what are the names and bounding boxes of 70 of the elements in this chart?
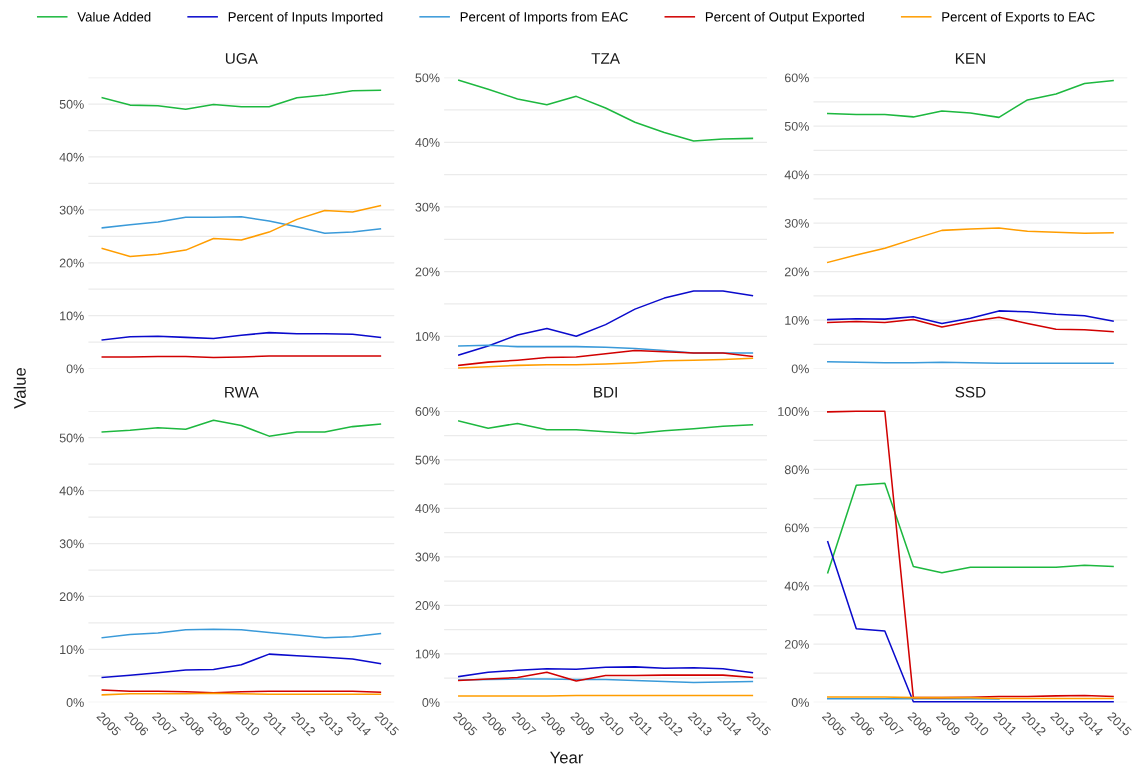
line-series [101,628,382,639]
y-tick-label: 40% [784,170,809,180]
y-tick-label: 40% [415,504,440,513]
line-series [101,215,382,234]
y-axis-title: Value [13,368,26,409]
y-tick-label: 100% [778,407,809,416]
x-axis-title: Year [550,751,584,764]
line-series [458,666,754,678]
line-series [458,420,754,435]
y-tick-label: 20% [59,258,84,268]
chart-title: TZA [591,53,620,64]
line-series [458,290,754,356]
y-tick-label: 0% [422,698,440,707]
line-series [458,79,754,142]
chart-title: SSD [955,386,986,398]
line-series [826,482,1114,574]
y-tick-label: 20% [415,601,440,610]
y-tick-label: 20% [784,639,809,649]
line-series [826,227,1114,264]
line-series [101,331,382,341]
chart-title: RWA [225,386,259,398]
y-tick-label: 30% [784,218,809,228]
y-tick-label: 60% [784,73,809,83]
y-tick-label: 50% [59,433,84,443]
y-tick-label: 0% [66,698,84,707]
y-tick-label: 30% [59,539,84,549]
chart-title: UGA [225,53,258,64]
y-tick-label: 10% [785,315,809,325]
y-tick-label: 30% [415,552,440,562]
line-series [826,540,1114,703]
y-tick-label: 50% [59,99,84,109]
y-tick-label: 40% [59,152,84,162]
line-series [101,653,382,679]
line-series [826,310,1114,325]
y-tick-label: 0% [791,698,809,707]
line-series [826,316,1114,333]
y-tick-label: 50% [415,455,440,465]
y-tick-label: 20% [415,267,440,277]
y-tick-label: 10% [60,645,84,655]
chart-title: KEN [955,53,985,64]
y-tick-label: 10% [60,311,84,321]
y-tick-label: 80% [784,465,809,475]
chart-title: BDI [594,386,617,398]
line-series [826,79,1114,119]
y-tick-label: 30% [415,202,440,212]
legend-label: Percent of Exports to EAC [942,11,1095,25]
y-tick-label: 0% [791,364,809,374]
line-series [458,671,754,682]
line-series [101,89,382,111]
y-tick-label: 0% [66,364,84,374]
y-tick-label: 40% [415,138,440,147]
legend-label: Percent of Imports from EAC [460,11,628,25]
y-tick-label: 40% [784,581,809,591]
y-tick-label: 40% [59,486,84,496]
y-tick-label: 10% [415,649,440,659]
y-tick-label: 20% [59,592,84,602]
line-series [458,357,754,369]
legend-label: Percent of Inputs Imported [228,11,383,25]
y-tick-label: 60% [415,407,440,416]
line-series [101,419,382,437]
legend-label: Value Added [77,11,151,22]
y-tick-label: 30% [59,205,84,215]
y-tick-label: 60% [784,523,809,533]
line-series [101,204,382,258]
y-tick-label: 10% [415,332,440,341]
line-series [458,349,754,367]
legend-label: Percent of Output Exported [705,11,864,25]
y-tick-label: 50% [784,121,809,131]
y-tick-label: 20% [784,267,809,277]
y-tick-label: 50% [415,73,440,83]
